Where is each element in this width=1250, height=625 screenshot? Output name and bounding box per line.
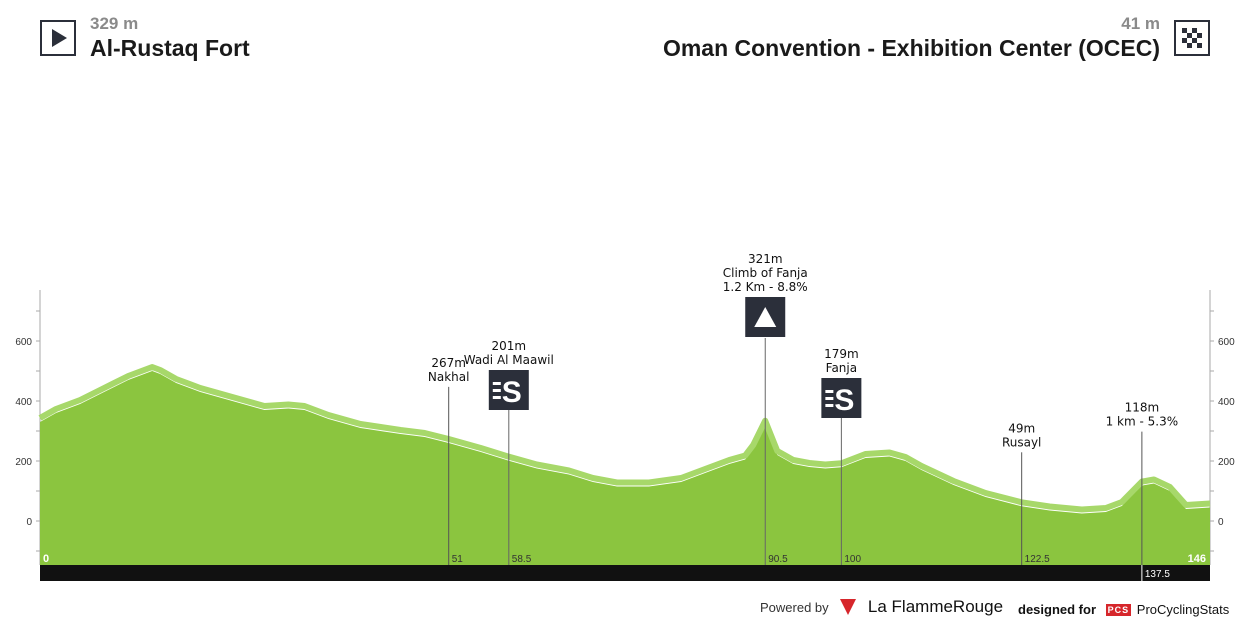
sprint-stripe (492, 382, 501, 385)
km-label: 58.5 (512, 554, 532, 565)
annotation-altitude: 49m (1008, 421, 1035, 435)
sprint-stripe (825, 390, 834, 393)
annotation-label: Rusayl (1002, 435, 1041, 449)
km-label: 90.5 (768, 554, 788, 565)
la-flamme-rouge-logo-icon (840, 599, 857, 615)
y-tick-label-right: 0 (1218, 517, 1224, 528)
km-label: 51 (452, 554, 464, 565)
y-tick-label-left: 200 (15, 457, 32, 468)
checker-square (1197, 33, 1202, 38)
finish-flag-icon (1174, 20, 1210, 56)
la-flamme-rouge-brand: La FlammeRouge (867, 597, 1004, 616)
checker-square (1192, 38, 1197, 43)
y-tick-label-right: 200 (1218, 457, 1235, 468)
start-altitude: 329 m (90, 14, 139, 33)
sprint-marker-icon: S (821, 378, 862, 418)
sprint-stripe (492, 396, 501, 399)
annotation-label: Fanja (826, 361, 857, 375)
km-label: 122.5 (1025, 554, 1050, 565)
start-location: Al-Rustaq Fort (90, 35, 250, 61)
annotation-altitude: 118m (1125, 401, 1160, 415)
checker-square (1182, 38, 1187, 43)
checker-square (1187, 43, 1192, 48)
finish-location: Oman Convention - Exhibition Center (OCE… (662, 35, 1160, 61)
profile-fill (40, 371, 1210, 565)
km-label: 0 (43, 553, 49, 565)
powered-by: Powered by La FlammeRouge (760, 597, 1003, 617)
km-label: 137.5 (1145, 569, 1170, 580)
procyclingstats-brand: ProCyclingStats (1136, 602, 1230, 617)
annotation-altitude: 321m (748, 252, 783, 266)
powered-by-label: Powered by (760, 600, 829, 615)
checker-square (1182, 28, 1187, 33)
annotation-label: 1 km - 5.3% (1106, 415, 1179, 429)
annotation-label: Nakhal (428, 370, 470, 384)
y-tick-label-left: 600 (15, 337, 32, 348)
annotation-label: 1.2 Km - 8.8% (723, 280, 808, 294)
finish-altitude: 41 m (1121, 14, 1160, 33)
annotation-altitude: 179m (824, 347, 859, 361)
km-label: 100 (844, 554, 861, 565)
start-header: 329 m Al-Rustaq Fort (40, 14, 250, 62)
y-tick-label-left: 0 (26, 517, 32, 528)
start-flag-icon (40, 20, 76, 56)
mountain-shape (754, 307, 777, 327)
checker-square (1192, 28, 1197, 33)
annotation-altitude: 267m (431, 356, 466, 370)
y-tick-label-right: 600 (1218, 337, 1235, 348)
checker-square (1187, 33, 1192, 38)
annotation-altitude: 201m (492, 339, 527, 353)
profile-highlight (38, 364, 1211, 513)
annotation-label: Climb of Fanja (723, 266, 808, 280)
km-label: 146 (1188, 553, 1206, 565)
sprint-stripe (492, 389, 501, 392)
km-bar-background (40, 565, 1210, 581)
sprint-letter: S (502, 376, 522, 409)
y-tick-label-left: 400 (15, 397, 32, 408)
finish-header: 41 m Oman Convention - Exhibition Center… (663, 14, 1210, 62)
checker-square (1197, 43, 1202, 48)
sprint-letter: S (834, 384, 854, 417)
annotation-label: Wadi Al Maawil (464, 353, 554, 367)
designed-for: designed for PCS ProCyclingStats (1018, 602, 1229, 617)
sprint-marker-icon: S (488, 370, 529, 410)
climb-marker-icon (745, 297, 786, 337)
km-bar: 0 51 58.5 90.5 100 122.5 137.5 146 (40, 553, 1210, 581)
y-tick-label-right: 400 (1218, 397, 1235, 408)
designed-for-label: designed for (1018, 602, 1097, 617)
pcs-logo-icon: PCS (1105, 604, 1132, 616)
profile-area (38, 364, 1211, 565)
sprint-stripe (825, 404, 834, 407)
sprint-stripe (825, 397, 834, 400)
